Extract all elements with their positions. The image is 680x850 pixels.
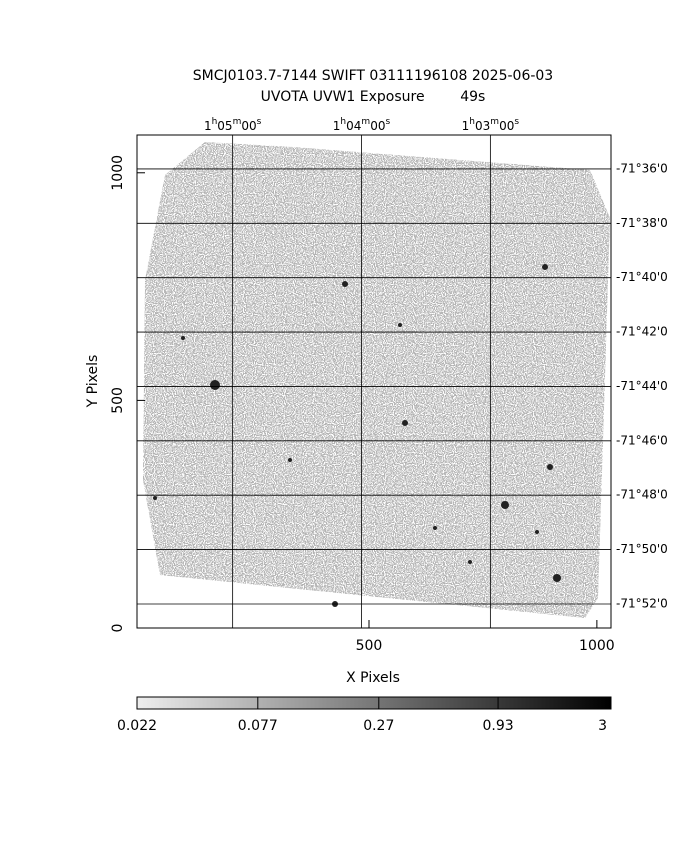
x2-tick-label: 1h04m00s (333, 117, 391, 133)
colorbar (136, 696, 612, 710)
y-tick-label: 500 (110, 387, 126, 414)
y2-tick-label: -71°42'0 (616, 325, 668, 339)
colorbar-tick-label: 0.077 (238, 718, 278, 734)
y2-tick-label: -71°44'0 (616, 379, 668, 393)
y2-tick-label: -71°36'0 (616, 161, 668, 175)
colorbar-tick-label: 0.022 (117, 718, 157, 734)
colorbar-tick-label: 0.27 (363, 718, 394, 734)
y-tick-label: 1000 (110, 155, 126, 191)
y-tick-label: 0 (110, 624, 126, 633)
y2-tick-label: -71°40'0 (616, 270, 668, 284)
y2-tick-label: -71°38'0 (616, 216, 668, 230)
x-axis-label: X Pixels (346, 670, 400, 686)
x2-tick-label: 1h03m00s (462, 117, 520, 133)
x-tick-label: 1000 (579, 638, 615, 654)
y2-tick-label: -71°50'0 (616, 542, 668, 556)
y2-tick-label: -71°52'0 (616, 596, 668, 610)
plot-frame (136, 134, 612, 629)
y2-tick-label: -71°48'0 (616, 488, 668, 502)
x2-tick-label: 1h05m00s (204, 117, 262, 133)
subtitle: UVOTA UVW1 Exposure 49s (261, 89, 486, 105)
colorbar-tick-label: 3 (598, 718, 607, 734)
y2-tick-label: -71°46'0 (616, 433, 668, 447)
y-axis-label: Y Pixels (85, 355, 101, 409)
sky-image (143, 142, 610, 618)
colorbar-tick-label: 0.93 (482, 718, 513, 734)
title: SMCJ0103.7-7144 SWIFT 03111196108 2025-0… (193, 68, 553, 84)
x-tick-label: 500 (356, 638, 383, 654)
